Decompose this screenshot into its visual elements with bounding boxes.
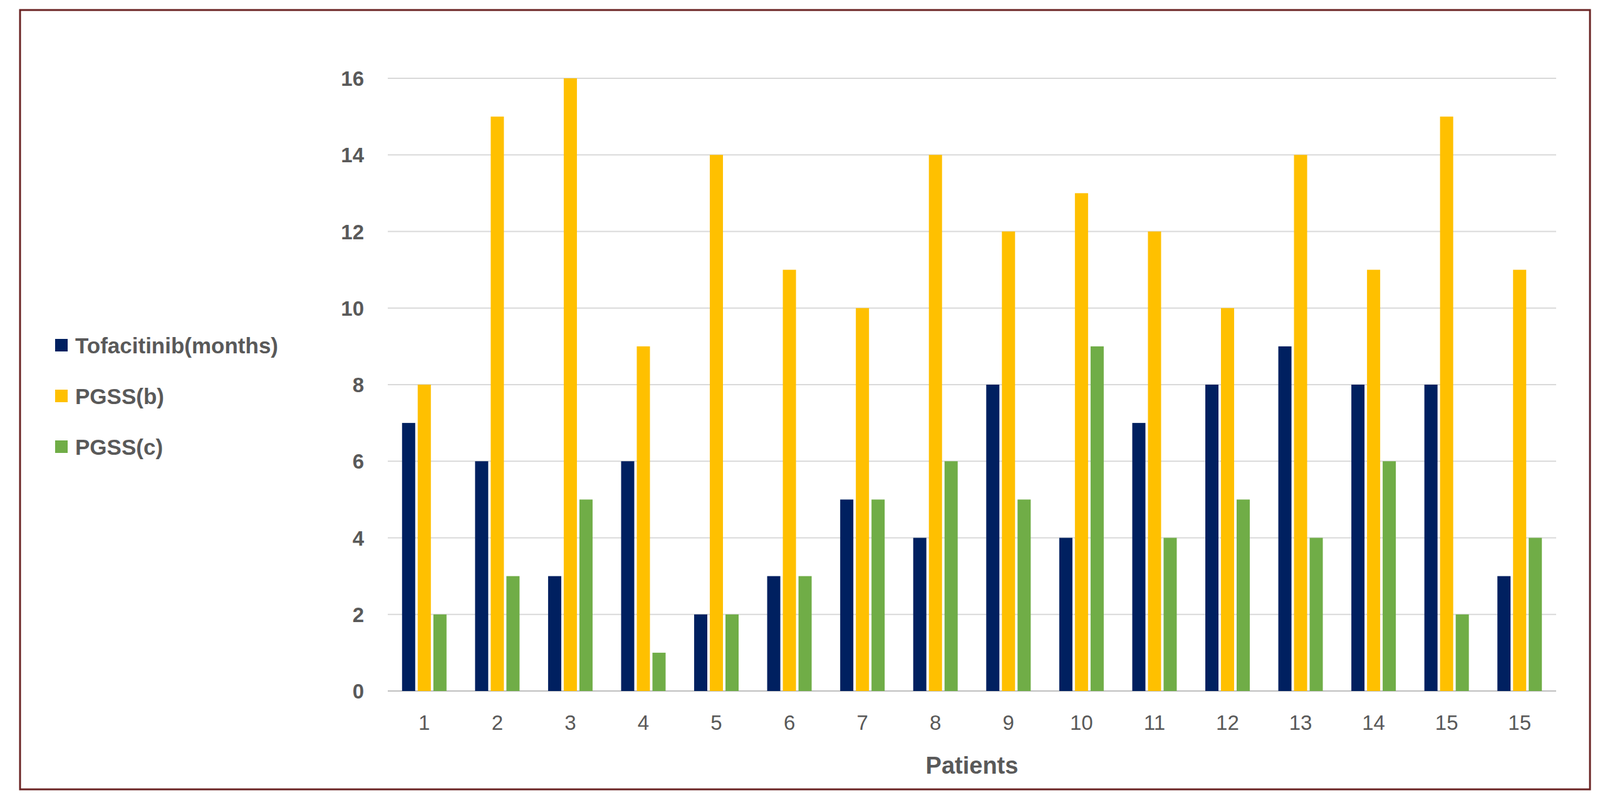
bar bbox=[725, 614, 739, 691]
x-tick-label: 5 bbox=[710, 711, 722, 735]
bar bbox=[579, 499, 593, 691]
bar bbox=[1090, 346, 1104, 691]
bar bbox=[417, 384, 432, 691]
legend-label: PGSS(c) bbox=[75, 434, 163, 460]
x-tick-label: 14 bbox=[1361, 711, 1386, 735]
bar bbox=[1351, 384, 1365, 691]
bar bbox=[1497, 576, 1511, 691]
bar bbox=[840, 499, 854, 691]
bar bbox=[913, 538, 927, 692]
legend-swatch bbox=[55, 389, 68, 403]
x-tick-label: 12 bbox=[1215, 711, 1240, 735]
x-tick-label: 7 bbox=[856, 711, 868, 735]
y-tick-label: 4 bbox=[352, 526, 365, 551]
bar bbox=[1075, 192, 1089, 691]
x-tick-label: 15 bbox=[1435, 711, 1459, 735]
x-tick-label: 9 bbox=[1002, 711, 1015, 735]
bar bbox=[1424, 384, 1438, 691]
bar bbox=[652, 652, 666, 691]
bar bbox=[871, 499, 885, 691]
bar bbox=[798, 576, 812, 691]
bar bbox=[563, 78, 577, 691]
bar bbox=[1294, 154, 1308, 691]
bar bbox=[1382, 461, 1396, 691]
x-axis-label: Patients bbox=[925, 752, 1019, 779]
grid-line bbox=[387, 460, 1557, 462]
bar bbox=[944, 461, 958, 691]
bar bbox=[1220, 308, 1235, 691]
bar bbox=[506, 576, 520, 691]
bar bbox=[694, 614, 708, 691]
grid-line bbox=[387, 231, 1557, 233]
bar bbox=[1512, 270, 1527, 691]
bar bbox=[1455, 614, 1470, 691]
grid-line bbox=[387, 537, 1557, 539]
frame bbox=[20, 10, 1590, 790]
legend-swatch bbox=[55, 338, 68, 352]
x-tick-label: 3 bbox=[564, 711, 576, 735]
chart: 024681012141612345678910111213141515Pati… bbox=[0, 0, 1600, 800]
bars bbox=[402, 78, 1542, 691]
y-tick-label: 6 bbox=[352, 449, 364, 473]
x-tick-label: 10 bbox=[1070, 711, 1094, 735]
bar bbox=[1147, 231, 1161, 692]
bar bbox=[1205, 384, 1219, 691]
bar bbox=[1132, 422, 1146, 691]
bar bbox=[636, 346, 650, 691]
legend-label: Tofacitinib(months) bbox=[75, 333, 279, 358]
bar bbox=[929, 154, 943, 691]
grid-line bbox=[387, 154, 1557, 156]
grid-line bbox=[387, 77, 1557, 79]
bar bbox=[1163, 538, 1177, 692]
bar bbox=[1017, 499, 1031, 691]
legend-swatch bbox=[55, 440, 68, 453]
bar bbox=[783, 270, 797, 691]
y-tick-label: 14 bbox=[340, 143, 364, 167]
x-tick-label: 15 bbox=[1507, 711, 1532, 735]
bar bbox=[1001, 231, 1015, 692]
bar bbox=[474, 461, 489, 691]
x-tick-label: 4 bbox=[637, 711, 650, 735]
grid-line bbox=[387, 384, 1557, 386]
grid-line bbox=[387, 690, 1557, 692]
bar bbox=[1059, 538, 1073, 692]
bar bbox=[1366, 270, 1381, 691]
y-tick-label: 0 bbox=[352, 679, 364, 703]
bar bbox=[986, 384, 1000, 691]
y-tick-label: 10 bbox=[340, 296, 364, 321]
bar bbox=[620, 461, 634, 691]
y-tick-label: 12 bbox=[340, 220, 364, 244]
bar bbox=[548, 576, 562, 691]
bar bbox=[709, 154, 723, 691]
grid-line bbox=[387, 307, 1557, 309]
x-tick-label: 11 bbox=[1143, 711, 1166, 735]
bar bbox=[402, 422, 416, 691]
y-tick-label: 8 bbox=[352, 373, 364, 397]
bar bbox=[1278, 346, 1292, 691]
x-tick-label: 1 bbox=[418, 711, 430, 735]
bar bbox=[767, 576, 781, 691]
bar bbox=[433, 614, 447, 691]
x-axis bbox=[387, 690, 1557, 692]
y-tick-label: 2 bbox=[352, 603, 364, 627]
y-tick-label: 16 bbox=[340, 67, 364, 91]
bar bbox=[1309, 538, 1324, 692]
bar bbox=[1528, 538, 1542, 692]
bar bbox=[1236, 499, 1250, 691]
legend-label: PGSS(b) bbox=[75, 384, 165, 409]
x-tick-label: 6 bbox=[783, 711, 795, 735]
bar bbox=[490, 116, 504, 691]
x-tick-label: 13 bbox=[1289, 711, 1313, 735]
bar bbox=[855, 308, 869, 691]
grid-line bbox=[387, 613, 1557, 616]
background bbox=[0, 0, 1600, 800]
x-tick-label: 8 bbox=[929, 711, 941, 735]
bar bbox=[1440, 116, 1454, 691]
x-tick-label: 2 bbox=[491, 711, 504, 735]
